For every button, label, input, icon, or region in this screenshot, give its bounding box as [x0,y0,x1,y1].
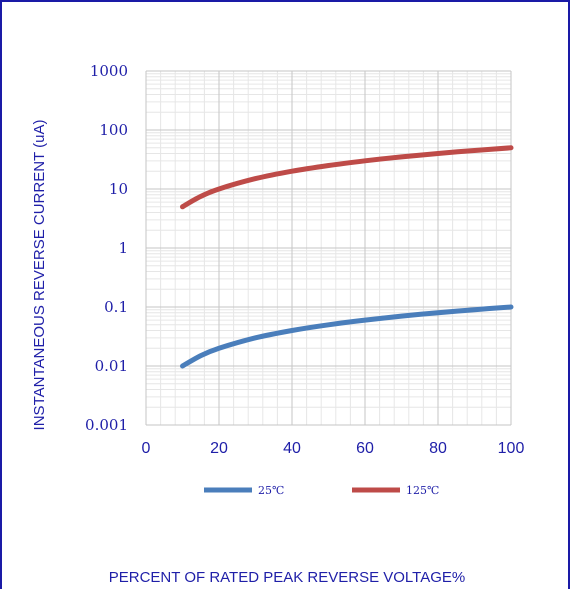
legend: 25℃ 125℃ [204,484,439,497]
x-tick-label: 40 [283,440,301,457]
x-tick-label: 60 [356,440,374,457]
y-tick-labels: 0.001 0.01 0.1 1 10 100 1000 [85,62,128,434]
series-line-0 [180,304,514,369]
grid [145,70,512,426]
x-tick-label: 20 [210,440,228,457]
legend-label-1: 125℃ [406,484,439,497]
x-tick-labels: 0 20 40 60 80 100 [142,440,525,457]
x-axis-label: PERCENT OF RATED PEAK REVERSE VOLTAGE% [109,569,465,586]
legend-label-0: 25℃ [258,484,284,497]
y-axis-label: INSTANTANEOUS REVERSE CURRENT (uA) [31,120,48,431]
y-tick-label: 0.01 [95,357,128,375]
y-tick-label: 1000 [90,62,128,80]
series-lines [180,145,514,369]
y-tick-label: 100 [99,121,128,139]
y-tick-label: 0.001 [85,416,128,434]
x-tick-label: 100 [498,440,525,457]
y-tick-label: 0.1 [104,298,128,316]
x-tick-label: 0 [142,440,151,457]
x-tick-label: 80 [429,440,447,457]
y-tick-label: 1 [118,239,128,257]
y-tick-label: 10 [109,180,128,198]
series-line-1 [180,145,514,210]
